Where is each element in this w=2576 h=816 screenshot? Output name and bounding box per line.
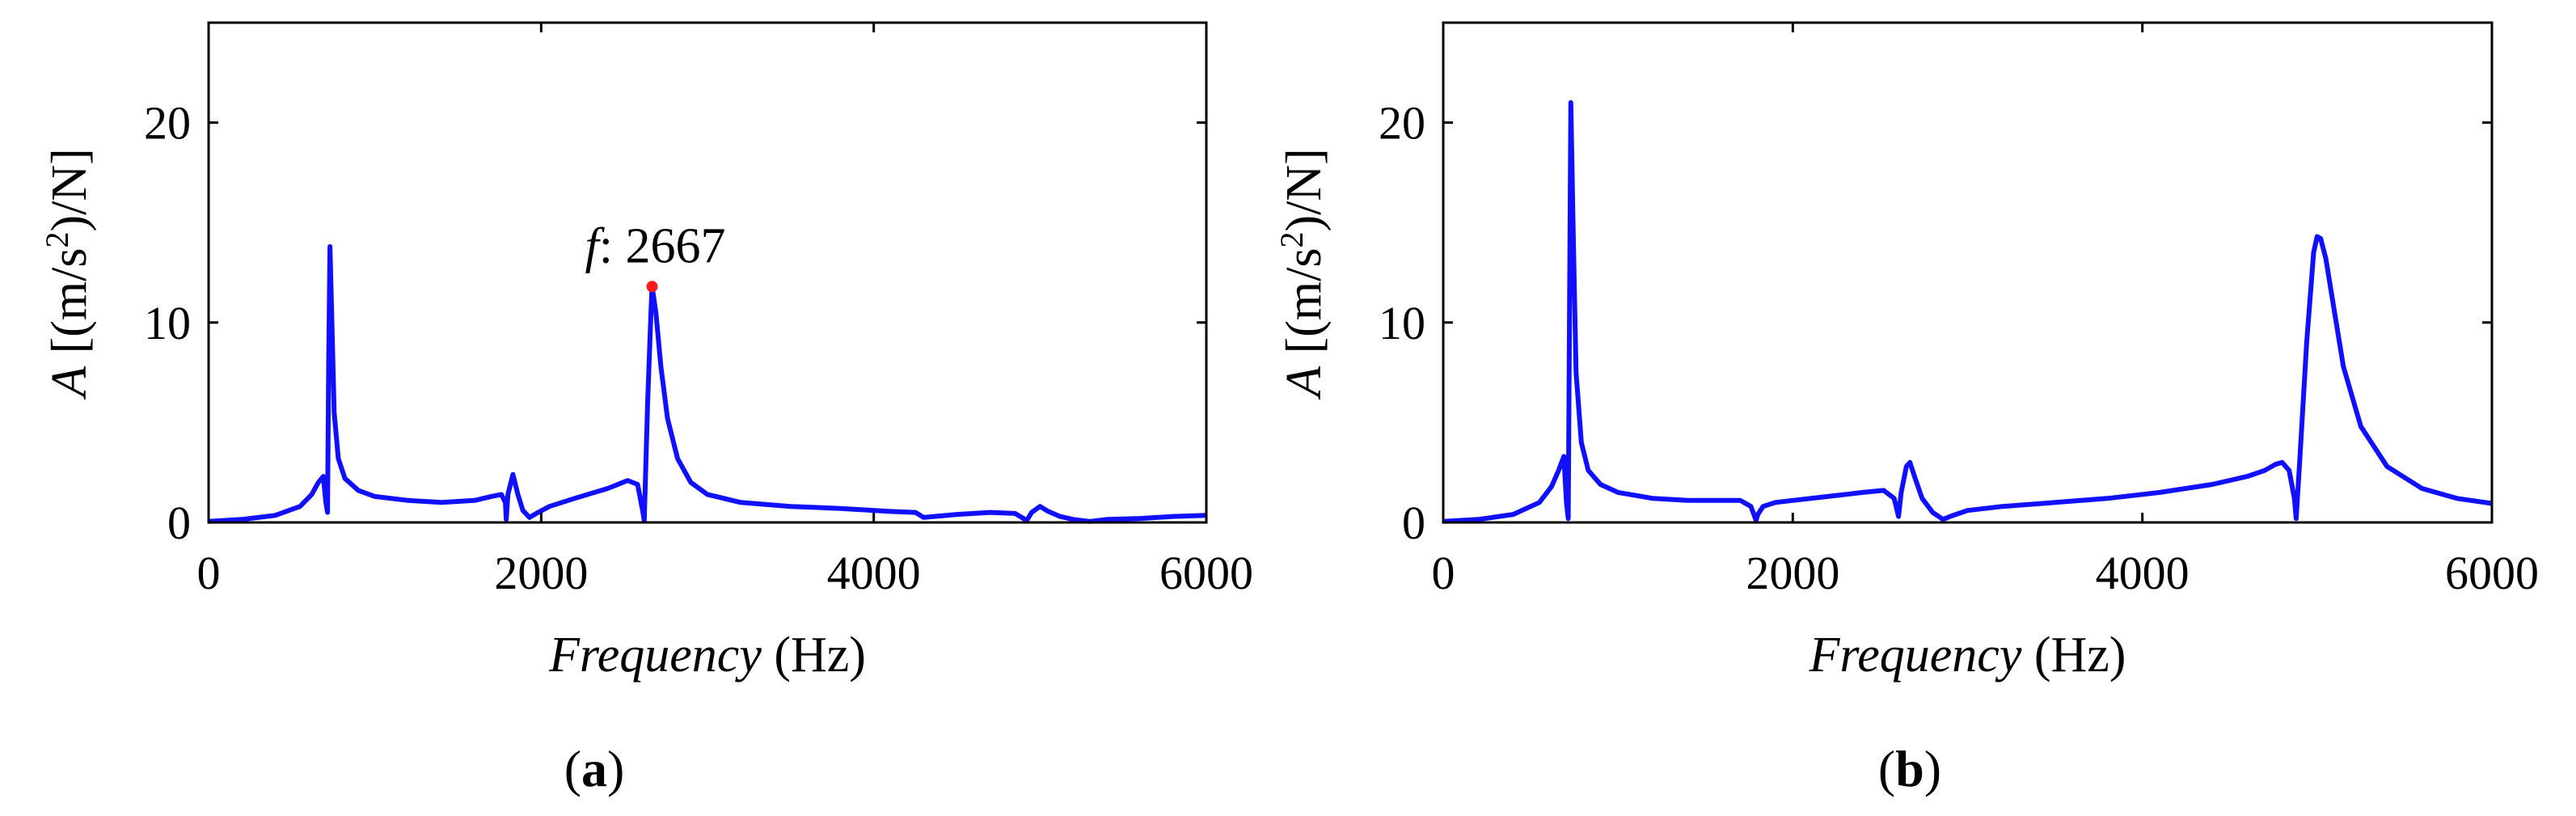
panel-b-axes-box bbox=[1442, 21, 2494, 524]
panel-b-ticks: 0 2000 4000 6000 0 10 20 bbox=[1379, 23, 2539, 599]
panel-a-series-line bbox=[208, 243, 1207, 524]
panel-a-x-axis-label: Frequency (Hz) bbox=[548, 628, 866, 683]
panel-b-series-line bbox=[1442, 99, 2493, 524]
x-tick-label: 2000 bbox=[494, 547, 588, 599]
y-tick-label: 10 bbox=[1379, 297, 1425, 349]
panel-a-annotation: f: 2667 bbox=[585, 218, 726, 273]
x-tick-label: 4000 bbox=[827, 547, 921, 599]
x-tick-label: 4000 bbox=[2096, 547, 2190, 599]
y-tick-label: 10 bbox=[144, 297, 191, 349]
x-tick-label: 6000 bbox=[1159, 547, 1253, 599]
panel-a-label: (a) bbox=[564, 740, 625, 797]
x-tick-label: 0 bbox=[1432, 547, 1455, 599]
panel-a-y-axis-label: A [(m/s2)/N] bbox=[39, 148, 98, 400]
x-tick-label: 0 bbox=[197, 547, 221, 599]
y-tick-label: 20 bbox=[144, 97, 191, 150]
panel-b-label: (b) bbox=[1878, 740, 1941, 797]
panel-a: 0 2000 4000 6000 0 10 20 f: 2667 Frequency (Hz… bbox=[39, 21, 1253, 797]
x-tick-label: 6000 bbox=[2445, 547, 2539, 599]
y-tick-label: 20 bbox=[1379, 97, 1425, 150]
panel-a-axes-box bbox=[207, 21, 1208, 524]
panel-a-ticks: 0 2000 4000 6000 0 10 20 bbox=[144, 23, 1253, 599]
panel-a-peak-marker bbox=[646, 281, 658, 293]
panel-b-x-axis-label: Frequency (Hz) bbox=[1809, 628, 2126, 683]
panel-b: 0 2000 4000 6000 0 10 20 Frequency (Hz) A [(m/… bbox=[1273, 21, 2539, 797]
y-tick-label: 0 bbox=[167, 497, 191, 549]
x-tick-label: 2000 bbox=[1746, 547, 1839, 599]
y-tick-label: 0 bbox=[1402, 497, 1425, 549]
panel-b-y-axis-label: A [(m/s2)/N] bbox=[1273, 148, 1332, 400]
